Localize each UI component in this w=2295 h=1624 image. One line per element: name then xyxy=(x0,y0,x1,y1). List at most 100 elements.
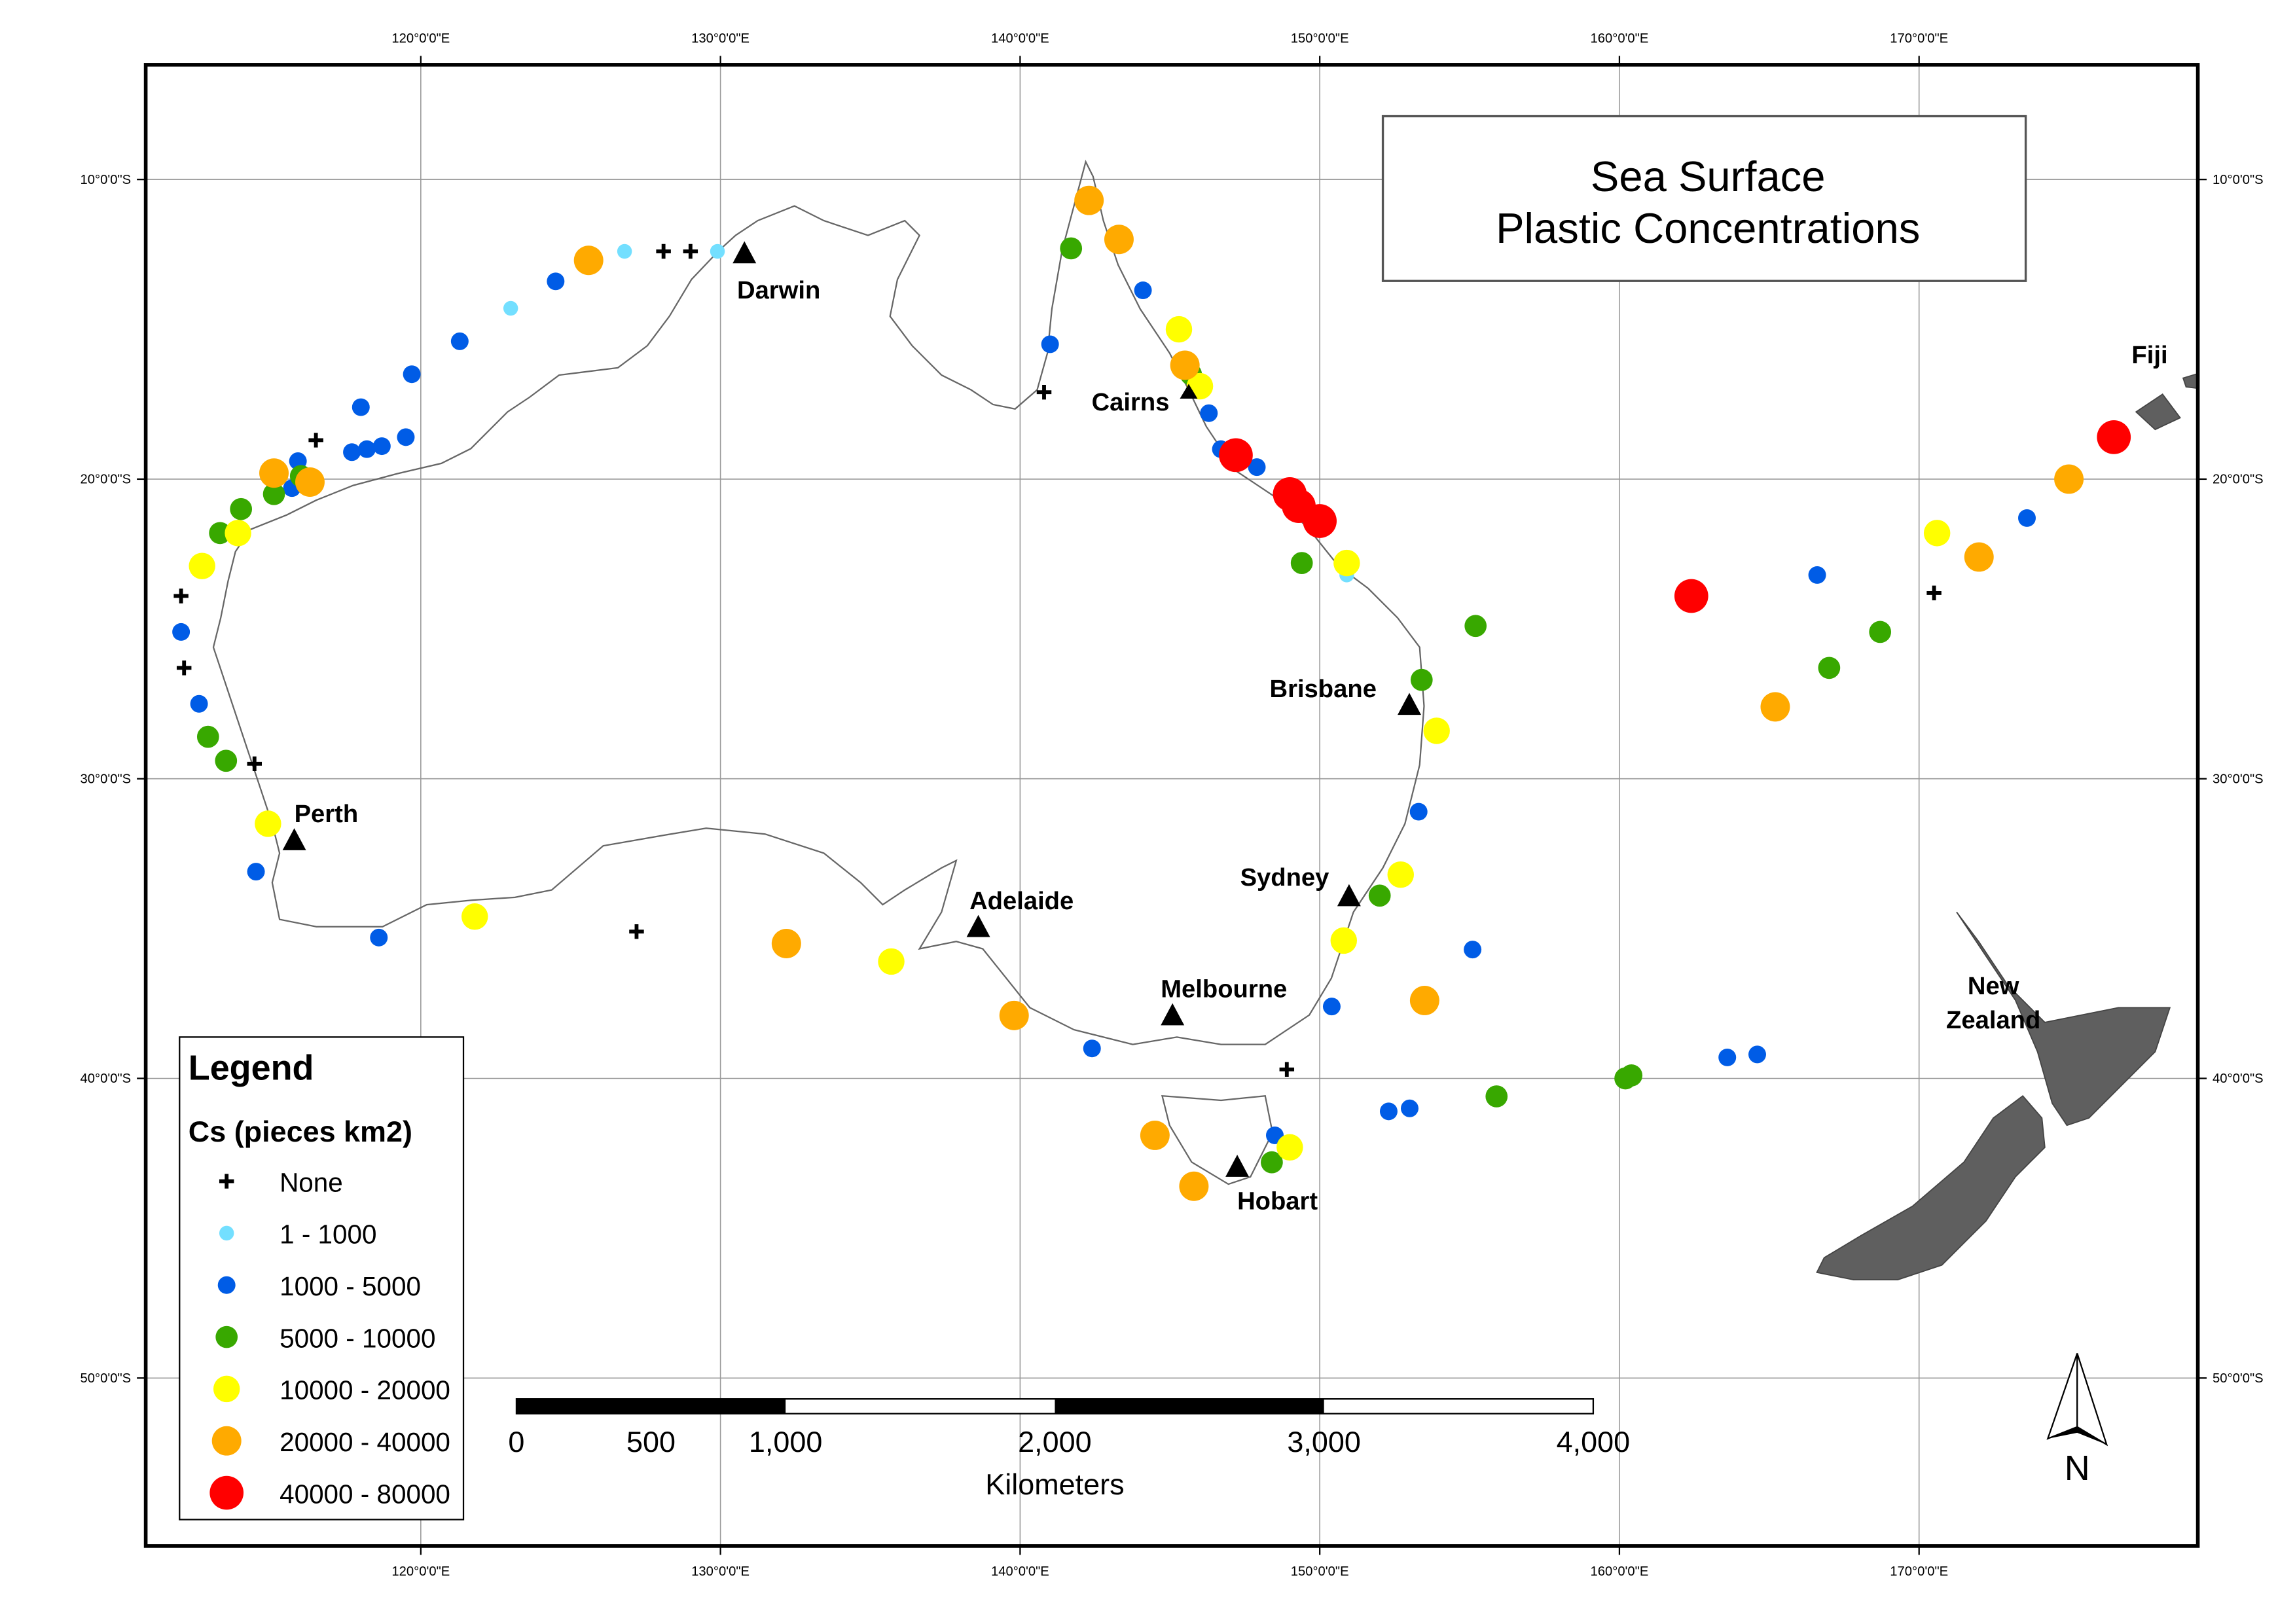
sample-point-c4 xyxy=(1165,316,1193,343)
legend-symbol-c5 xyxy=(211,1426,242,1456)
sample-point-c2 xyxy=(1041,335,1059,353)
sample-point-none xyxy=(1279,1062,1295,1077)
sample-point-c3 xyxy=(1261,1151,1283,1174)
tasmania-coastline xyxy=(1161,1094,1274,1185)
sample-point-c2 xyxy=(1083,1039,1101,1058)
sample-point-c3 xyxy=(230,497,253,520)
sample-point-c4 xyxy=(1423,717,1450,744)
new-zealand-south-island xyxy=(1816,1095,2046,1281)
sample-point-c4 xyxy=(1387,861,1414,888)
lat-label-right: 30°0'0"S xyxy=(2213,772,2264,786)
scale-label: 0 xyxy=(508,1425,524,1458)
city-markers xyxy=(282,241,1421,1177)
legend-symbol-none xyxy=(219,1174,234,1189)
label-darwin: Darwin xyxy=(737,276,820,304)
sample-point-c2 xyxy=(357,440,376,458)
legend-label-c1: 1 - 1000 xyxy=(280,1219,376,1250)
new-zealand-north-island xyxy=(1956,911,2171,1127)
sample-point-c5 xyxy=(1409,985,1439,1015)
label-adelaide: Adelaide xyxy=(969,887,1074,915)
lon-label-top: 120°0'0"E xyxy=(391,31,450,46)
sample-point-c2 xyxy=(1464,941,1482,959)
sample-point-c2 xyxy=(343,443,361,461)
lon-label-bottom: 160°0'0"E xyxy=(1591,1564,1649,1579)
sample-point-c1 xyxy=(503,300,518,316)
lon-label-bottom: 150°0'0"E xyxy=(1291,1564,1349,1579)
sample-point-none xyxy=(1926,585,1942,601)
sample-point-c2 xyxy=(450,332,469,350)
sample-point-c4 xyxy=(1333,549,1360,577)
label-hobart: Hobart xyxy=(1237,1187,1318,1215)
scale-label: 500 xyxy=(626,1425,676,1458)
lon-label-bottom: 130°0'0"E xyxy=(691,1564,750,1579)
sample-point-c2 xyxy=(247,863,265,881)
sample-point-c6 xyxy=(1219,438,1253,473)
lat-label-left: 50°0'0"S xyxy=(81,1371,132,1386)
sample-point-none xyxy=(629,924,644,939)
sample-point-c3 xyxy=(1818,657,1841,679)
sample-point-c3 xyxy=(1060,237,1083,260)
sample-point-none xyxy=(176,660,192,676)
sample-point-c3 xyxy=(1410,668,1433,691)
sample-point-c3 xyxy=(1464,615,1487,638)
sample-point-c5 xyxy=(1760,692,1790,722)
sample-point-c5 xyxy=(999,1000,1029,1030)
scale-bar: 0 500 1,000 2,000 3,000 4,000 Kilometers xyxy=(508,1398,1630,1501)
sample-point-c5 xyxy=(1074,185,1104,215)
lon-label-bottom: 170°0'0"E xyxy=(1890,1564,1948,1579)
lon-label-top: 150°0'0"E xyxy=(1291,31,1349,46)
sample-point-c2 xyxy=(190,695,208,713)
legend-symbol-c1 xyxy=(219,1225,234,1241)
sample-point-none xyxy=(173,588,189,604)
scale-label: 3,000 xyxy=(1287,1425,1360,1458)
lat-label-left: 10°0'0"S xyxy=(81,173,132,187)
label-perth: Perth xyxy=(295,800,359,828)
title-line-2: Plastic Concentrations xyxy=(1496,204,1920,252)
legend-label-c5: 20000 - 40000 xyxy=(280,1427,450,1457)
sample-point-c3 xyxy=(1869,621,1892,643)
label-sydney: Sydney xyxy=(1240,863,1330,892)
sample-point-c2 xyxy=(1401,1099,1419,1117)
sample-point-c2 xyxy=(1808,566,1826,584)
lat-label-right: 20°0'0"S xyxy=(2213,473,2264,487)
sample-point-c4 xyxy=(1276,1134,1303,1161)
adelaide-marker xyxy=(966,914,990,937)
title-line-1: Sea Surface xyxy=(1591,153,1826,200)
map-title-box: Sea Surface Plastic Concentrations xyxy=(1381,115,2027,282)
label-brisbane: Brisbane xyxy=(1270,675,1377,703)
sample-point-c1 xyxy=(617,244,632,259)
sample-point-c5 xyxy=(2054,464,2084,494)
legend-label-c2: 1000 - 5000 xyxy=(280,1271,421,1301)
north-arrow: N xyxy=(2046,1353,2108,1488)
legend-symbol-c6 xyxy=(209,1475,244,1510)
sample-point-c1 xyxy=(710,244,725,259)
lat-label-left: 40°0'0"S xyxy=(81,1072,132,1086)
legend-label-c6: 40000 - 80000 xyxy=(280,1479,450,1509)
darwin-marker xyxy=(732,241,757,264)
sample-point-c2 xyxy=(372,437,391,456)
scale-unit: Kilometers xyxy=(985,1468,1124,1501)
label-fiji: Fiji xyxy=(2131,341,2167,369)
sample-point-c2 xyxy=(1718,1048,1737,1066)
hobart-marker xyxy=(1225,1155,1250,1177)
sample-point-none xyxy=(1036,384,1052,400)
sample-point-none xyxy=(247,756,262,772)
sample-point-c5 xyxy=(1179,1171,1209,1201)
australia-coastline xyxy=(212,160,1425,1045)
legend-symbol-c3 xyxy=(215,1326,238,1348)
sample-point-c3 xyxy=(1620,1064,1643,1087)
sample-point-c3 xyxy=(196,725,219,748)
cairns-marker xyxy=(1180,384,1198,399)
sample-point-c3 xyxy=(215,749,238,772)
sample-point-c2 xyxy=(352,398,370,416)
melbourne-marker xyxy=(1161,1003,1185,1026)
legend-label-c3: 5000 - 10000 xyxy=(280,1323,435,1353)
sample-point-c5 xyxy=(573,245,604,276)
sydney-marker xyxy=(1337,884,1361,907)
lat-label-right: 40°0'0"S xyxy=(2213,1072,2264,1086)
sample-point-c2 xyxy=(1200,404,1218,422)
lat-label-left: 30°0'0"S xyxy=(81,772,132,786)
legend-title: Legend xyxy=(189,1049,314,1088)
lon-label-top: 170°0'0"E xyxy=(1890,31,1948,46)
